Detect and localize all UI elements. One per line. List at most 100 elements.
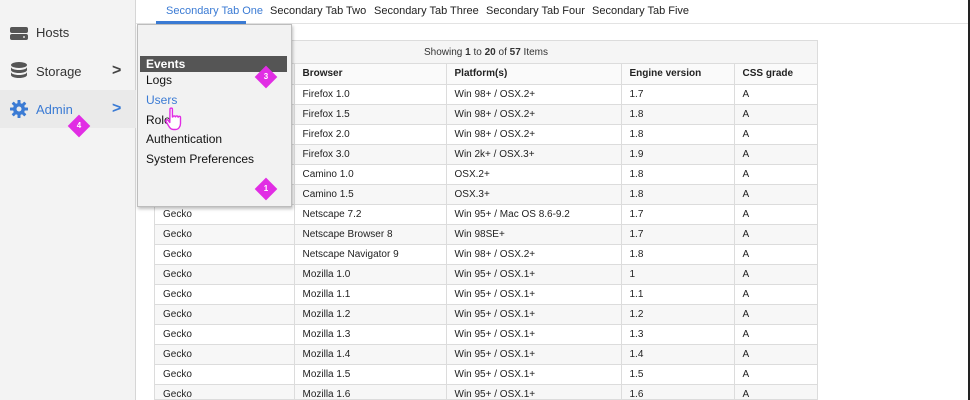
table-cell: Mozilla 1.1	[294, 284, 447, 305]
gear-icon	[10, 100, 28, 118]
tab-secondary-three[interactable]: Secondary Tab Three	[374, 5, 479, 17]
table-row[interactable]: Gecko Netscape 7.2 Win 95+ / Mac OS 8.6-9.…	[155, 204, 817, 225]
column-header[interactable]: Engine version	[621, 64, 735, 85]
showing-prefix: Showing	[424, 47, 466, 58]
table-cell: Gecko	[155, 284, 295, 305]
table-row[interactable]: Gecko Mozilla 1.0 Win 95+ / OSX.1+ 1 A	[155, 264, 817, 285]
table-row[interactable]: Gecko Netscape Navigator 9 Win 98+ / OSX.2…	[155, 244, 817, 265]
table-cell: A	[734, 104, 817, 125]
menu-item-authentication[interactable]: Authentication	[146, 132, 223, 146]
table-cell: 1.2	[621, 304, 735, 325]
menu-item-logs[interactable]: Logs	[146, 73, 173, 87]
column-header[interactable]: Platform(s)	[446, 64, 622, 85]
table-cell: Gecko	[155, 304, 295, 325]
table-cell: 1.3	[621, 324, 735, 345]
active-tab-indicator	[156, 21, 246, 24]
menu-item-events[interactable]: Events	[140, 56, 287, 72]
sidebar-item-hosts[interactable]: Hosts	[0, 13, 136, 51]
annotation-marker-4: 4	[67, 114, 91, 138]
table-cell: Firefox 2.0	[294, 124, 447, 145]
table-cell: Mozilla 1.6	[294, 384, 447, 399]
table-cell: A	[734, 244, 817, 265]
table-row[interactable]: Gecko Mozilla 1.6 Win 95+ / OSX.1+ 1.6 A	[155, 384, 817, 399]
table-cell: 1	[621, 264, 735, 285]
table-cell: Win 95+ / Mac OS 8.6-9.2	[446, 204, 622, 225]
table-cell: Mozilla 1.5	[294, 364, 447, 385]
menu-item-system-preferences[interactable]: System Preferences	[146, 152, 255, 166]
table-cell: Firefox 1.5	[294, 104, 447, 125]
column-header[interactable]: Browser	[294, 64, 447, 85]
table-cell: 1.7	[621, 224, 735, 245]
table-row[interactable]: Gecko Mozilla 1.2 Win 95+ / OSX.1+ 1.2 A	[155, 304, 817, 325]
tab-secondary-one[interactable]: Secondary Tab One	[166, 5, 264, 17]
table-cell: Win 95+ / OSX.1+	[446, 264, 622, 285]
sidebar-item-label: Hosts	[36, 24, 70, 40]
table-row[interactable]: Gecko Mozilla 1.3 Win 95+ / OSX.1+ 1.3 A	[155, 324, 817, 345]
table-cell: A	[734, 324, 817, 345]
table-cell: A	[734, 364, 817, 385]
table-cell: Netscape 7.2	[294, 204, 447, 225]
table-row[interactable]: Gecko Mozilla 1.4 Win 95+ / OSX.1+ 1.4 A	[155, 344, 817, 365]
table-cell: 1.8	[621, 184, 735, 205]
tab-secondary-four[interactable]: Secondary Tab Four	[486, 5, 585, 17]
table-cell: A	[734, 124, 817, 145]
table-cell: Mozilla 1.2	[294, 304, 447, 325]
showing-total: 57	[509, 47, 521, 58]
column-header[interactable]: CSS grade	[734, 64, 817, 85]
table-cell: Firefox 1.0	[294, 84, 447, 105]
table-cell: Win 98+ / OSX.2+	[446, 124, 622, 145]
sidebar: Hosts Storage > Admin >	[0, 0, 136, 400]
table-cell: 1.8	[621, 244, 735, 265]
table-cell: A	[734, 164, 817, 185]
table-cell: Win 95+ / OSX.1+	[446, 324, 622, 345]
table-cell: Gecko	[155, 204, 295, 225]
table-cell: Mozilla 1.0	[294, 264, 447, 285]
showing-of-word: of	[495, 47, 510, 58]
marker-label: 3	[263, 72, 269, 81]
table-cell: A	[734, 84, 817, 105]
chevron-right-icon: >	[112, 62, 122, 79]
sidebar-item-label: Storage	[36, 63, 82, 79]
marker-label: 1	[263, 184, 269, 193]
table-cell: 1.4	[621, 344, 735, 365]
sidebar-item-storage[interactable]: Storage >	[0, 52, 136, 90]
table-row[interactable]: Gecko Netscape Browser 8 Win 98SE+ 1.7 A	[155, 224, 817, 245]
table-cell: Gecko	[155, 344, 295, 365]
table-row[interactable]: Gecko Mozilla 1.1 Win 95+ / OSX.1+ 1.1 A	[155, 284, 817, 305]
hosts-icon	[10, 27, 28, 40]
table-cell: Camino 1.0	[294, 164, 447, 185]
table-cell: Win 98SE+	[446, 224, 622, 245]
table-cell: A	[734, 144, 817, 165]
showing-to: 20	[484, 47, 496, 58]
hand-cursor-icon	[165, 107, 182, 131]
table-cell: Firefox 3.0	[294, 144, 447, 165]
table-cell: A	[734, 224, 817, 245]
table-cell: Mozilla 1.3	[294, 324, 447, 345]
chevron-right-icon: >	[112, 100, 122, 117]
table-cell: A	[734, 384, 817, 399]
showing-from: 1	[465, 47, 471, 58]
table-cell: Gecko	[155, 224, 295, 245]
table-cell: 1.7	[621, 204, 735, 225]
table-cell: A	[734, 344, 817, 365]
table-cell: Win 95+ / OSX.1+	[446, 384, 622, 399]
tab-secondary-two[interactable]: Secondary Tab Two	[270, 5, 367, 17]
table-cell: A	[734, 204, 817, 225]
table-cell: 1.7	[621, 84, 735, 105]
sidebar-item-admin[interactable]: Admin >	[0, 90, 136, 128]
table-row[interactable]: Gecko Mozilla 1.5 Win 95+ / OSX.1+ 1.5 A	[155, 364, 817, 385]
table-cell: A	[734, 284, 817, 305]
storage-icon	[11, 62, 27, 78]
menu-item-users[interactable]: Users	[146, 93, 178, 107]
table-cell: Win 98+ / OSX.2+	[446, 244, 622, 265]
tab-secondary-five[interactable]: Secondary Tab Five	[592, 5, 690, 17]
table-cell: Camino 1.5	[294, 184, 447, 205]
table-cell: Gecko	[155, 244, 295, 265]
annotation-marker-1: 1	[254, 177, 278, 201]
table-cell: Win 95+ / OSX.1+	[446, 284, 622, 305]
showing-count: Showing 1 to 20 of 57 Items	[155, 41, 817, 64]
table-cell: A	[734, 184, 817, 205]
table-cell: 1.8	[621, 104, 735, 125]
table-cell: Win 95+ / OSX.1+	[446, 364, 622, 385]
